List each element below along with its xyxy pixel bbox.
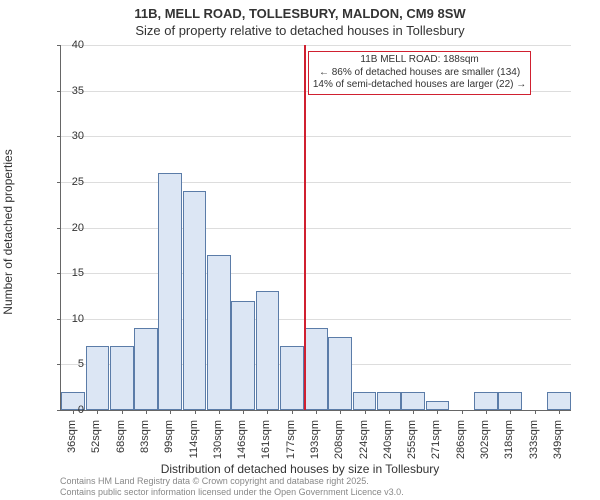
histogram-bar <box>426 401 450 410</box>
annotation-line: 11B MELL ROAD: 188sqm <box>313 54 526 67</box>
x-tick-label: 318sqm <box>503 420 515 470</box>
x-tick-label: 240sqm <box>382 420 394 470</box>
x-tick <box>292 410 293 414</box>
plot-region: 11B MELL ROAD: 188sqm← 86% of detached h… <box>60 45 571 411</box>
reference-line <box>304 45 306 410</box>
y-tick-label: 15 <box>54 267 84 279</box>
x-tick <box>316 410 317 414</box>
x-tick-label: 224sqm <box>358 420 370 470</box>
y-tick-label: 0 <box>54 404 84 416</box>
histogram-bar <box>134 328 158 410</box>
histogram-bar <box>280 346 304 410</box>
x-tick-label: 271sqm <box>430 420 442 470</box>
annotation-box: 11B MELL ROAD: 188sqm← 86% of detached h… <box>308 51 531 95</box>
x-tick-label: 146sqm <box>236 420 248 470</box>
histogram-bar <box>207 255 231 410</box>
x-tick-label: 286sqm <box>455 420 467 470</box>
histogram-bar <box>498 392 522 410</box>
x-tick-label: 349sqm <box>552 420 564 470</box>
histogram-bar <box>401 392 425 410</box>
copyright-line-2: Contains public sector information licen… <box>60 487 404 498</box>
chart-subtitle: Size of property relative to detached ho… <box>0 23 600 38</box>
y-tick-label: 10 <box>54 313 84 325</box>
x-tick-label: 177sqm <box>285 420 297 470</box>
x-tick <box>535 410 536 414</box>
x-tick-label: 333sqm <box>528 420 540 470</box>
x-tick <box>170 410 171 414</box>
x-tick-label: 36sqm <box>66 420 78 470</box>
x-tick <box>559 410 560 414</box>
y-axis-label: Number of detached properties <box>1 149 15 314</box>
y-tick-label: 25 <box>54 176 84 188</box>
y-tick-label: 5 <box>54 358 84 370</box>
y-tick-label: 20 <box>54 222 84 234</box>
annotation-line: 14% of semi-detached houses are larger (… <box>313 79 526 92</box>
histogram-bar <box>328 337 352 410</box>
x-tick-label: 255sqm <box>406 420 418 470</box>
gridline <box>61 228 571 229</box>
y-tick-label: 30 <box>54 130 84 142</box>
x-tick-label: 208sqm <box>333 420 345 470</box>
x-tick <box>413 410 414 414</box>
y-tick-label: 40 <box>54 39 84 51</box>
x-tick <box>219 410 220 414</box>
histogram-bar <box>304 328 328 410</box>
x-tick-label: 161sqm <box>260 420 272 470</box>
chart-title: 11B, MELL ROAD, TOLLESBURY, MALDON, CM9 … <box>0 0 600 23</box>
gridline <box>61 45 571 46</box>
x-tick-label: 68sqm <box>115 420 127 470</box>
x-tick-label: 83sqm <box>139 420 151 470</box>
x-tick <box>122 410 123 414</box>
copyright-notice: Contains HM Land Registry data © Crown c… <box>60 476 404 498</box>
x-tick <box>146 410 147 414</box>
histogram-bar <box>110 346 134 410</box>
x-tick-label: 130sqm <box>212 420 224 470</box>
gridline <box>61 273 571 274</box>
histogram-bar <box>547 392 571 410</box>
histogram-bar <box>377 392 401 410</box>
x-tick <box>97 410 98 414</box>
x-tick-label: 99sqm <box>163 420 175 470</box>
copyright-line-1: Contains HM Land Registry data © Crown c… <box>60 476 404 487</box>
x-tick-label: 114sqm <box>188 420 200 470</box>
x-tick <box>195 410 196 414</box>
histogram-bar <box>158 173 182 410</box>
x-tick <box>243 410 244 414</box>
x-tick-label: 302sqm <box>479 420 491 470</box>
histogram-bar <box>256 291 280 410</box>
gridline <box>61 319 571 320</box>
x-tick <box>486 410 487 414</box>
histogram-bar <box>231 301 255 411</box>
x-tick <box>389 410 390 414</box>
x-tick <box>462 410 463 414</box>
x-tick <box>510 410 511 414</box>
x-tick-label: 193sqm <box>309 420 321 470</box>
x-tick <box>340 410 341 414</box>
histogram-bar <box>183 191 207 410</box>
gridline <box>61 136 571 137</box>
histogram-bar <box>86 346 110 410</box>
x-tick <box>365 410 366 414</box>
gridline <box>61 182 571 183</box>
x-tick-label: 52sqm <box>90 420 102 470</box>
histogram-bar <box>353 392 377 410</box>
histogram-bar <box>474 392 498 410</box>
x-tick <box>267 410 268 414</box>
x-tick <box>437 410 438 414</box>
annotation-line: ← 86% of detached houses are smaller (13… <box>313 67 526 80</box>
y-tick-label: 35 <box>54 85 84 97</box>
chart-plot-area: 11B MELL ROAD: 188sqm← 86% of detached h… <box>60 45 570 410</box>
